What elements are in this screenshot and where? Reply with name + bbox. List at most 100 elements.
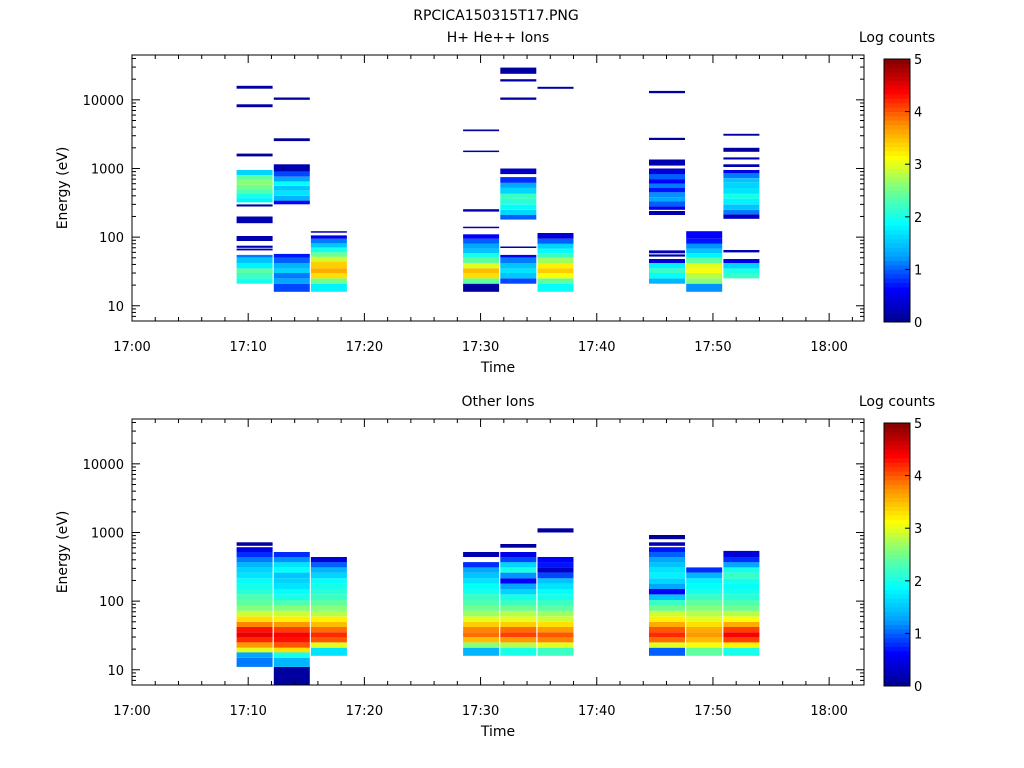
heatmap-cell — [500, 616, 537, 622]
heatmap-cell — [273, 567, 310, 573]
heatmap-cell — [537, 647, 574, 656]
heatmap-cell — [273, 268, 310, 273]
colorbar-segment — [884, 567, 910, 573]
heatmap-cell — [686, 610, 723, 617]
heatmap-cell — [537, 233, 574, 239]
colorbar-frame — [883, 58, 911, 323]
heatmap-cell — [649, 179, 685, 184]
heatmap-cell — [310, 594, 347, 600]
heatmap-cell — [723, 616, 760, 622]
heatmap-cell — [310, 642, 347, 648]
colorbar-segment — [884, 536, 910, 542]
heatmap-cell — [537, 263, 574, 269]
colorbar-segment — [884, 545, 910, 551]
heatmap-cell — [537, 278, 574, 284]
heatmap-cell — [686, 605, 723, 611]
colorbar-segment — [884, 655, 910, 661]
heatmap-cell — [723, 268, 760, 273]
heatmap-cell — [273, 138, 310, 142]
heatmap-cell — [500, 552, 537, 557]
heatmap-cell — [236, 189, 273, 194]
heatmap-cell — [500, 177, 537, 183]
heatmap-cell — [236, 263, 273, 269]
heatmap-cell — [500, 578, 537, 584]
heatmap-cell — [500, 544, 537, 548]
heatmap-cell — [723, 170, 760, 174]
heatmap-cell — [723, 594, 760, 600]
heatmap-cell — [500, 557, 537, 563]
heatmap-cell — [537, 283, 574, 292]
colorbar-segment — [884, 203, 910, 209]
colorbar-segment — [884, 563, 910, 569]
colorbar-segment — [884, 229, 910, 235]
heatmap-cell — [723, 632, 760, 637]
heatmap-cell — [649, 188, 685, 193]
heatmap-cell — [463, 600, 500, 606]
heatmap-cell — [236, 254, 273, 258]
heatmap-cell — [723, 204, 760, 210]
heatmap-cell — [723, 621, 760, 627]
heatmap-cell — [236, 175, 273, 180]
heatmap-cell — [310, 610, 347, 617]
heatmap-cell — [310, 247, 347, 253]
colorbar-segment — [884, 672, 910, 678]
heatmap-cell — [537, 594, 574, 600]
heatmap-cell — [723, 259, 760, 263]
heatmap-cell — [500, 278, 537, 284]
heatmap-cell — [686, 594, 723, 600]
heatmap-cell — [273, 278, 310, 284]
colorbar-segment — [884, 668, 910, 674]
colorbar-segment — [884, 593, 910, 599]
heatmap-cell — [537, 567, 574, 573]
heatmap-cell — [310, 578, 347, 584]
y-tick-label: 100 — [99, 231, 124, 246]
colorbar-segment — [884, 155, 910, 161]
heatmap-cell — [310, 231, 347, 233]
heatmap-cell — [500, 254, 537, 258]
colorbar-segment — [884, 164, 910, 169]
heatmap-cell — [310, 637, 347, 643]
heatmap-cell — [649, 192, 685, 198]
heatmap-cell — [463, 647, 500, 656]
heatmap-cell — [273, 176, 310, 182]
heatmap-cell — [723, 273, 760, 279]
heatmap-cell — [723, 600, 760, 606]
heatmap-cell — [649, 278, 685, 284]
heatmap-cell — [463, 238, 500, 244]
heatmap-cells — [236, 528, 760, 685]
colorbar-segment — [884, 186, 910, 191]
x-tick-label: 17:30 — [462, 340, 499, 355]
heatmap-cell — [649, 610, 685, 617]
heatmap-cell — [649, 642, 685, 648]
colorbar-segment — [884, 436, 910, 441]
heatmap-cell — [236, 557, 273, 563]
heatmap-cell — [537, 632, 574, 637]
heatmap-cell — [686, 248, 723, 254]
colorbar-segment — [884, 589, 910, 595]
colorbar-segment — [884, 510, 910, 516]
heatmap-cell — [236, 637, 273, 643]
colorbar-segment — [884, 523, 910, 529]
heatmap-cell — [463, 632, 500, 637]
heatmap-cell — [236, 184, 273, 190]
heatmap-cell — [500, 562, 537, 568]
colorbar: 0 1 2 3 4 5 Log counts — [859, 30, 935, 331]
heatmap-cell — [236, 578, 273, 584]
heatmap-cell — [649, 90, 685, 94]
colorbar-segment — [884, 479, 910, 485]
heatmap-cell — [723, 193, 760, 199]
heatmap-cell — [649, 268, 685, 273]
heatmap-cell — [236, 170, 273, 176]
heatmap-cell — [463, 637, 500, 643]
colorbar-segment — [884, 208, 910, 213]
heatmap-cell — [273, 273, 310, 279]
colorbar-segment — [884, 216, 910, 222]
heatmap-cell — [273, 164, 310, 172]
heatmap-cell — [310, 235, 347, 239]
heatmap-cell — [463, 621, 500, 627]
heatmap-cell — [273, 562, 310, 568]
heatmap-cell — [463, 642, 500, 648]
x-tick-label: 17:30 — [462, 704, 499, 719]
heatmap-cell — [463, 234, 500, 239]
colorbar-segment — [884, 664, 910, 669]
